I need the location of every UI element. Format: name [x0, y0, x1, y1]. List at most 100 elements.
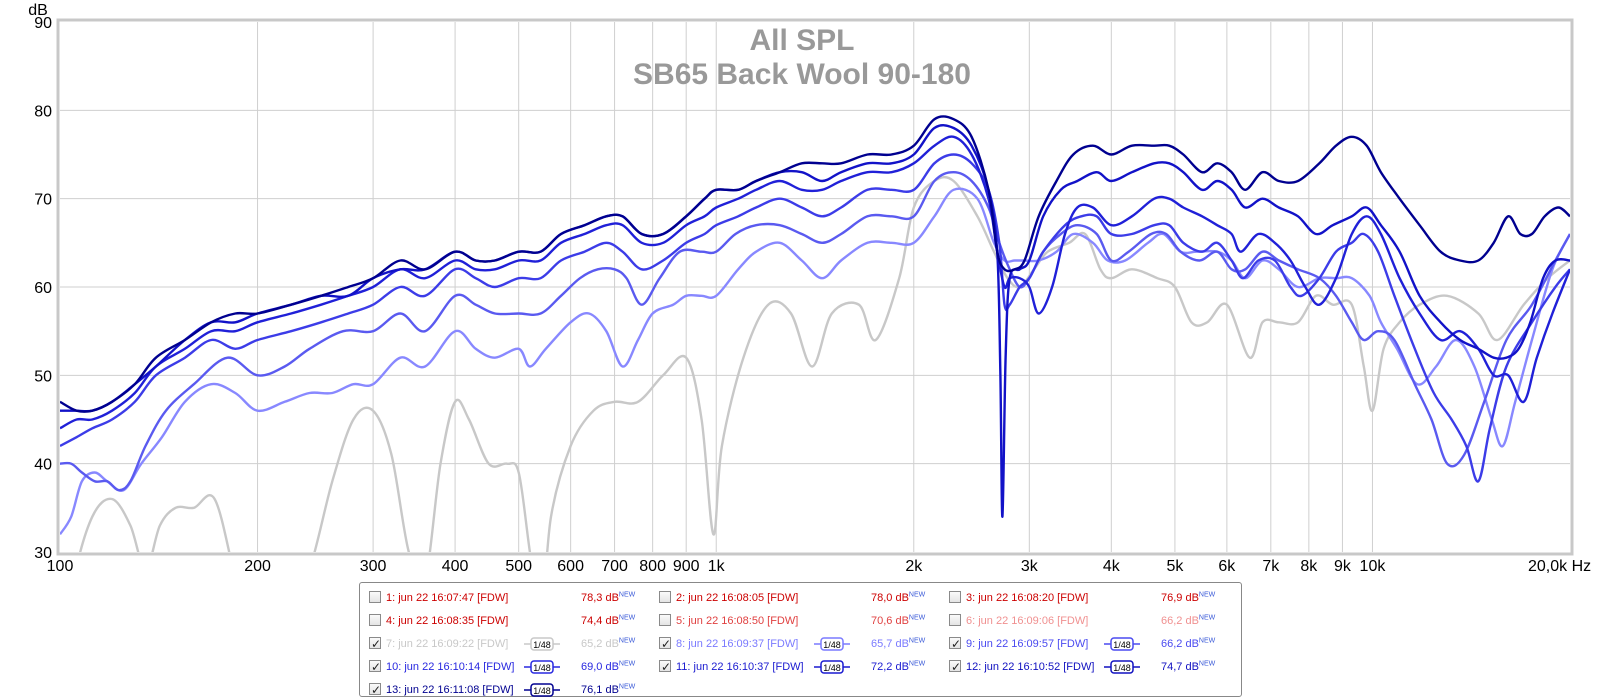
legend-checkbox[interactable] — [659, 614, 671, 626]
legend-label: 3: jun 22 16:08:20 [FDW] — [966, 592, 1089, 604]
series-line-1 — [79, 175, 1570, 552]
x-tick-label: 600 — [557, 558, 584, 575]
new-tag: NEW — [618, 614, 636, 622]
legend-entry[interactable]: 4: jun 22 16:08:35 [FDW] 74,4 dBNEW — [369, 611, 654, 631]
series-line-7 — [60, 115, 1570, 413]
y-axis-label: dB — [28, 2, 48, 19]
series-line-4 — [60, 153, 1570, 483]
chart-title: All SPL — [749, 24, 854, 57]
legend-checkbox[interactable] — [369, 680, 381, 700]
new-tag: NEW — [908, 591, 926, 599]
svg-text:1/48: 1/48 — [1113, 663, 1131, 673]
legend-checkbox[interactable] — [949, 657, 961, 677]
legend-label: 7: jun 22 16:09:22 [FDW] — [386, 638, 509, 650]
legend-level: 65,2 dBNEW — [581, 637, 636, 650]
legend-entry[interactable]: 1: jun 22 16:07:47 [FDW] 78,3 dBNEW — [369, 588, 654, 608]
legend-label: 10: jun 22 16:10:14 [FDW] — [386, 661, 515, 673]
legend-entry[interactable]: 12: jun 22 16:10:52 [FDW] 1/48 74,7 dBNEW — [949, 657, 1234, 677]
legend-checkbox[interactable] — [659, 634, 671, 654]
new-tag: NEW — [1198, 591, 1216, 599]
legend-entry[interactable]: 7: jun 22 16:09:22 [FDW] 1/48 65,2 dBNEW — [369, 634, 654, 654]
x-tick-label: 20,0k Hz — [1528, 558, 1591, 575]
new-tag: NEW — [908, 637, 926, 645]
new-tag: NEW — [1198, 614, 1216, 622]
x-tick-label: 300 — [360, 558, 387, 575]
new-tag: NEW — [618, 660, 636, 668]
legend-label: 13: jun 22 16:11:08 [FDW] — [386, 684, 514, 696]
x-tick-label: 200 — [244, 558, 271, 575]
x-tick-label: 800 — [639, 558, 666, 575]
legend-level: 74,7 dBNEW — [1161, 660, 1216, 673]
y-tick-label: 40 — [34, 457, 52, 474]
x-tick-label: 8k — [1300, 558, 1318, 575]
new-tag: NEW — [1198, 637, 1216, 645]
legend-entry[interactable]: 13: jun 22 16:11:08 [FDW] 1/48 76,1 dBNEW — [369, 680, 654, 700]
legend-label: 12: jun 22 16:10:52 [FDW] — [966, 661, 1095, 673]
x-tick-label: 2k — [905, 558, 923, 575]
x-tick-label: 7k — [1262, 558, 1280, 575]
svg-text:1/48: 1/48 — [1113, 640, 1131, 650]
y-tick-label: 60 — [34, 280, 52, 297]
x-tick-label: 500 — [505, 558, 532, 575]
legend-checkbox[interactable] — [949, 614, 961, 626]
smoothing-icon[interactable]: 1/48 — [524, 637, 560, 651]
x-tick-label: 10k — [1360, 558, 1387, 575]
new-tag: NEW — [908, 660, 926, 668]
svg-text:1/48: 1/48 — [533, 686, 551, 696]
smoothing-icon[interactable]: 1/48 — [814, 660, 850, 674]
legend-entry[interactable]: 11: jun 22 16:10:37 [FDW] 1/48 72,2 dBNEW — [659, 657, 944, 677]
legend-label: 4: jun 22 16:08:35 [FDW] — [386, 615, 509, 627]
legend-checkbox[interactable] — [369, 591, 381, 603]
y-tick-label: 90 — [34, 15, 52, 32]
chart-subtitle: SB65 Back Wool 90-180 — [633, 58, 971, 91]
new-tag: NEW — [618, 637, 636, 645]
legend-checkbox[interactable] — [949, 591, 961, 603]
spl-chart: 30 40 50 60 70 80 90 100 200 300 400 500 600 700 800 90… — [28, 2, 1591, 575]
x-tick-label: 3k — [1021, 558, 1039, 575]
smoothing-icon[interactable]: 1/48 — [524, 660, 560, 674]
legend-label: 1: jun 22 16:07:47 [FDW] — [386, 592, 509, 604]
svg-text:1/48: 1/48 — [823, 663, 841, 673]
legend-entry[interactable]: 5: jun 22 16:08:50 [FDW] 70,6 dBNEW — [659, 611, 944, 631]
legend-level: 76,1 dBNEW — [581, 683, 636, 696]
svg-text:1/48: 1/48 — [823, 640, 841, 650]
legend-checkbox[interactable] — [369, 614, 381, 626]
smoothing-icon[interactable]: 1/48 — [524, 683, 560, 697]
legend-level: 65,7 dBNEW — [871, 637, 926, 650]
series-line-6 — [60, 124, 1570, 518]
legend-entry[interactable]: 8: jun 22 16:09:37 [FDW] 1/48 65,7 dBNEW — [659, 634, 944, 654]
legend-entry[interactable]: 3: jun 22 16:08:20 [FDW] 76,9 dBNEW — [949, 588, 1234, 608]
plot-frame — [56, 18, 1574, 556]
legend-level: 76,9 dBNEW — [1161, 591, 1216, 604]
legend-checkbox[interactable] — [659, 657, 671, 677]
legend-entry[interactable]: 10: jun 22 16:10:14 [FDW] 1/48 69,0 dBNEW — [369, 657, 654, 677]
x-tick-label: 6k — [1218, 558, 1236, 575]
legend-level: 66,2 dBNEW — [1161, 614, 1216, 627]
legend-label: 5: jun 22 16:08:50 [FDW] — [676, 615, 799, 627]
y-tick-label: 50 — [34, 368, 52, 385]
new-tag: NEW — [618, 683, 636, 691]
legend-entry[interactable]: 2: jun 22 16:08:05 [FDW] 78,0 dBNEW — [659, 588, 944, 608]
svg-text:1/48: 1/48 — [533, 640, 551, 650]
smoothing-icon[interactable]: 1/48 — [1104, 660, 1140, 674]
new-tag: NEW — [1198, 660, 1216, 668]
smoothing-icon[interactable]: 1/48 — [1104, 637, 1140, 651]
series-line-2 — [60, 187, 1570, 535]
x-tick-label: 100 — [47, 558, 74, 575]
x-tick-label: 5k — [1166, 558, 1184, 575]
legend-entry[interactable]: 9: jun 22 16:09:57 [FDW] 1/48 66,2 dBNEW — [949, 634, 1234, 654]
legend-level: 72,2 dBNEW — [871, 660, 926, 673]
new-tag: NEW — [618, 591, 636, 599]
legend-level: 78,3 dBNEW — [581, 591, 636, 604]
new-tag: NEW — [908, 614, 926, 622]
legend-label: 11: jun 22 16:10:37 [FDW] — [676, 661, 804, 673]
y-tick-label: 30 — [34, 545, 52, 562]
legend-checkbox[interactable] — [949, 634, 961, 654]
legend-level: 69,0 dBNEW — [581, 660, 636, 673]
legend-entry[interactable]: 6: jun 22 16:09:06 [FDW] 66,2 dBNEW — [949, 611, 1234, 631]
legend-checkbox[interactable] — [659, 591, 671, 603]
legend-checkbox[interactable] — [369, 657, 381, 677]
legend-checkbox[interactable] — [369, 634, 381, 654]
smoothing-icon[interactable]: 1/48 — [814, 637, 850, 651]
legend-label: 8: jun 22 16:09:37 [FDW] — [676, 638, 799, 650]
